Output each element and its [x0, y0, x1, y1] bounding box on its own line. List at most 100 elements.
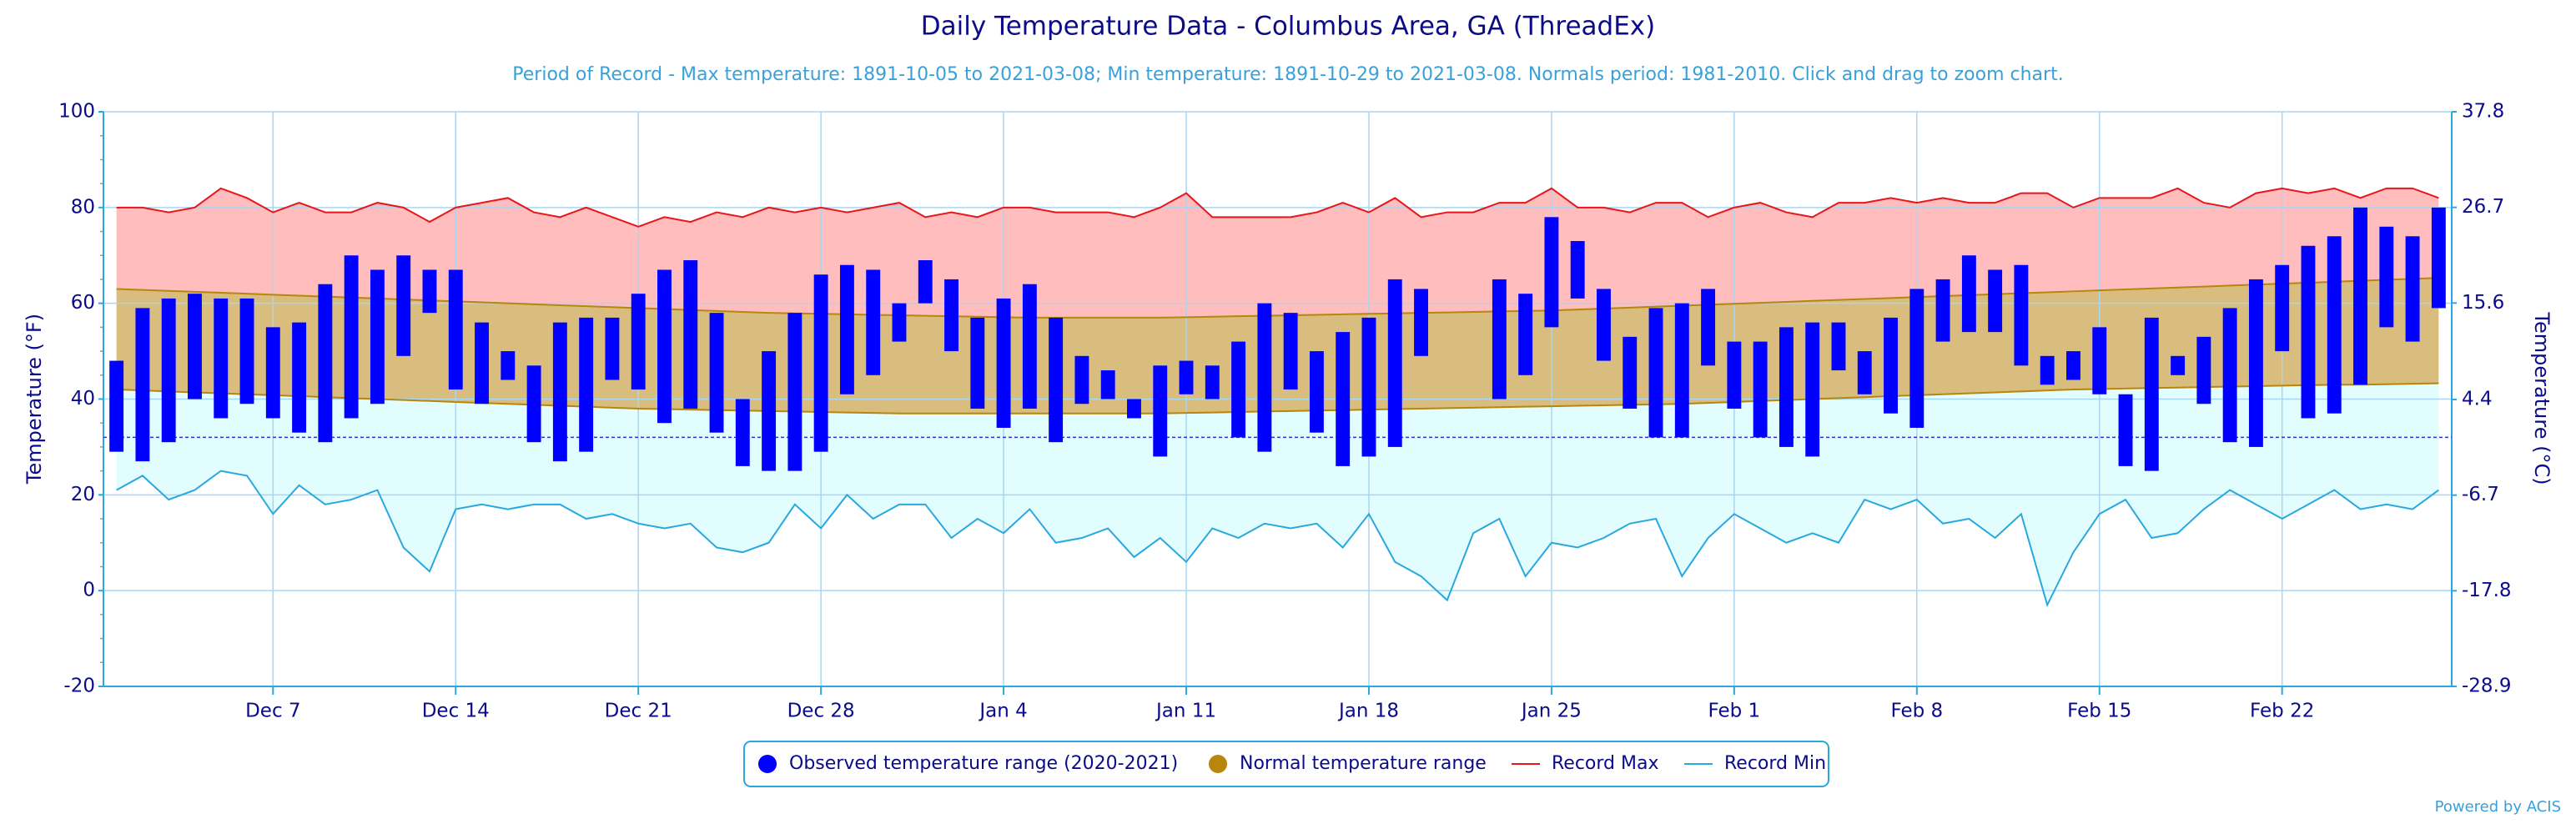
normal-high-line — [116, 277, 2439, 319]
observed-bar — [2379, 226, 2394, 328]
legend-label[interactable]: Record Min — [1724, 753, 1826, 774]
observed-bar — [1935, 279, 1950, 342]
observed-bar — [370, 269, 385, 404]
y2-tick-label: -17.8 — [2462, 580, 2512, 601]
legend-marker — [1209, 755, 1227, 773]
observed-bar — [1387, 279, 1402, 447]
observed-bar — [2092, 327, 2107, 394]
observed-bar — [657, 269, 672, 424]
observed-bar — [631, 294, 646, 390]
y2-tick-label: 37.8 — [2462, 101, 2504, 123]
x-tick-label: Dec 21 — [605, 701, 672, 722]
legend-label[interactable]: Record Max — [1552, 753, 1659, 774]
observed-bar — [1544, 217, 1559, 328]
observed-bar — [1179, 360, 1194, 394]
observed-bar — [605, 317, 620, 380]
chart-title: Daily Temperature Data - Columbus Area, … — [921, 12, 1655, 42]
observed-bar — [2040, 355, 2055, 385]
credit[interactable]: Powered by ACIS — [2435, 798, 2561, 816]
observed-bar — [2275, 264, 2290, 352]
observed-bar — [1414, 289, 1428, 356]
record-max-line — [116, 187, 2439, 228]
y-tick-label: 40 — [71, 388, 95, 409]
y-tick-label: 60 — [71, 292, 95, 314]
observed-bar — [579, 317, 594, 452]
y2-tick-label: -6.7 — [2462, 484, 2499, 505]
y2-tick-label: 4.4 — [2462, 389, 2493, 410]
observed-bar — [214, 298, 229, 419]
observed-bar — [787, 313, 802, 471]
observed-bar — [735, 399, 750, 466]
observed-bar — [1701, 289, 1716, 366]
y-tick-label: 80 — [71, 196, 95, 218]
x-tick-label: Jan 4 — [978, 701, 1027, 722]
observed-bar — [996, 298, 1011, 428]
observed-bar — [396, 255, 411, 356]
legend-box — [743, 741, 1829, 787]
legend-label[interactable]: Normal temperature range — [1240, 753, 1487, 774]
observed-bar — [2301, 245, 2316, 419]
observed-bar — [526, 365, 541, 443]
x-tick-label: Feb 22 — [2250, 701, 2314, 722]
observed-bar — [709, 313, 724, 433]
observed-bar — [265, 327, 280, 419]
chart-subtitle: Period of Record - Max temperature: 1891… — [512, 64, 2063, 85]
observed-bar — [1961, 255, 1976, 333]
observed-bar — [683, 259, 698, 409]
y-axis-title: Temperature (°F) — [23, 314, 46, 485]
y-tick-label: 0 — [83, 580, 95, 601]
x-tick-label: Jan 18 — [1337, 701, 1399, 722]
observed-bar — [135, 308, 150, 462]
observed-bar — [422, 269, 437, 314]
observed-bar — [762, 351, 777, 471]
observed-bar — [2014, 264, 2029, 366]
observed-bar — [1127, 399, 1141, 419]
observed-bar — [188, 294, 202, 399]
observed-bar — [161, 298, 176, 443]
observed-bar — [2066, 351, 2080, 380]
observed-bar — [501, 351, 516, 380]
normal-low-line — [116, 382, 2439, 415]
observed-bar — [1100, 370, 1115, 399]
observed-bar — [1231, 341, 1246, 438]
observed-bar — [1909, 289, 1924, 428]
observed-bar — [292, 322, 307, 433]
x-tick-label: Feb 1 — [1708, 701, 1761, 722]
observed-bar — [1623, 336, 1638, 409]
legend-marker — [758, 755, 777, 773]
observed-bar — [2118, 394, 2133, 466]
observed-bar — [1779, 327, 1794, 447]
observed-bar — [918, 259, 933, 304]
observed-bar — [1309, 351, 1324, 433]
observed-bar — [2431, 207, 2446, 309]
observed-bar — [1492, 279, 1507, 399]
observed-bar — [2248, 279, 2263, 447]
observed-bar — [318, 284, 333, 443]
x-tick-label: Feb 8 — [1890, 701, 1943, 722]
record-min-line — [116, 470, 2439, 608]
y-tick-label: 100 — [58, 101, 95, 123]
observed-bar — [1283, 313, 1298, 390]
observed-bar — [552, 322, 567, 462]
y-tick-label: -20 — [63, 676, 95, 697]
observed-bar — [1361, 317, 1376, 457]
observed-bar — [892, 303, 907, 342]
observed-bar — [1988, 269, 2003, 333]
observed-bar — [2196, 336, 2211, 404]
observed-bar — [1153, 365, 1168, 457]
x-tick-label: Jan 11 — [1155, 701, 1216, 722]
observed-bar — [1336, 332, 1351, 466]
observed-bar — [970, 317, 985, 409]
observed-bar — [1648, 308, 1663, 438]
observed-bar — [2144, 317, 2159, 471]
x-tick-label: Dec 7 — [245, 701, 300, 722]
observed-bar — [1074, 355, 1089, 404]
observed-bar — [2405, 236, 2420, 342]
observed-bar — [866, 269, 881, 375]
y2-tick-label: 26.7 — [2462, 196, 2504, 218]
y2-tick-label: 15.6 — [2462, 292, 2504, 314]
legend-label[interactable]: Observed temperature range (2020-2021) — [789, 753, 1178, 774]
observed-bar — [1205, 365, 1220, 399]
